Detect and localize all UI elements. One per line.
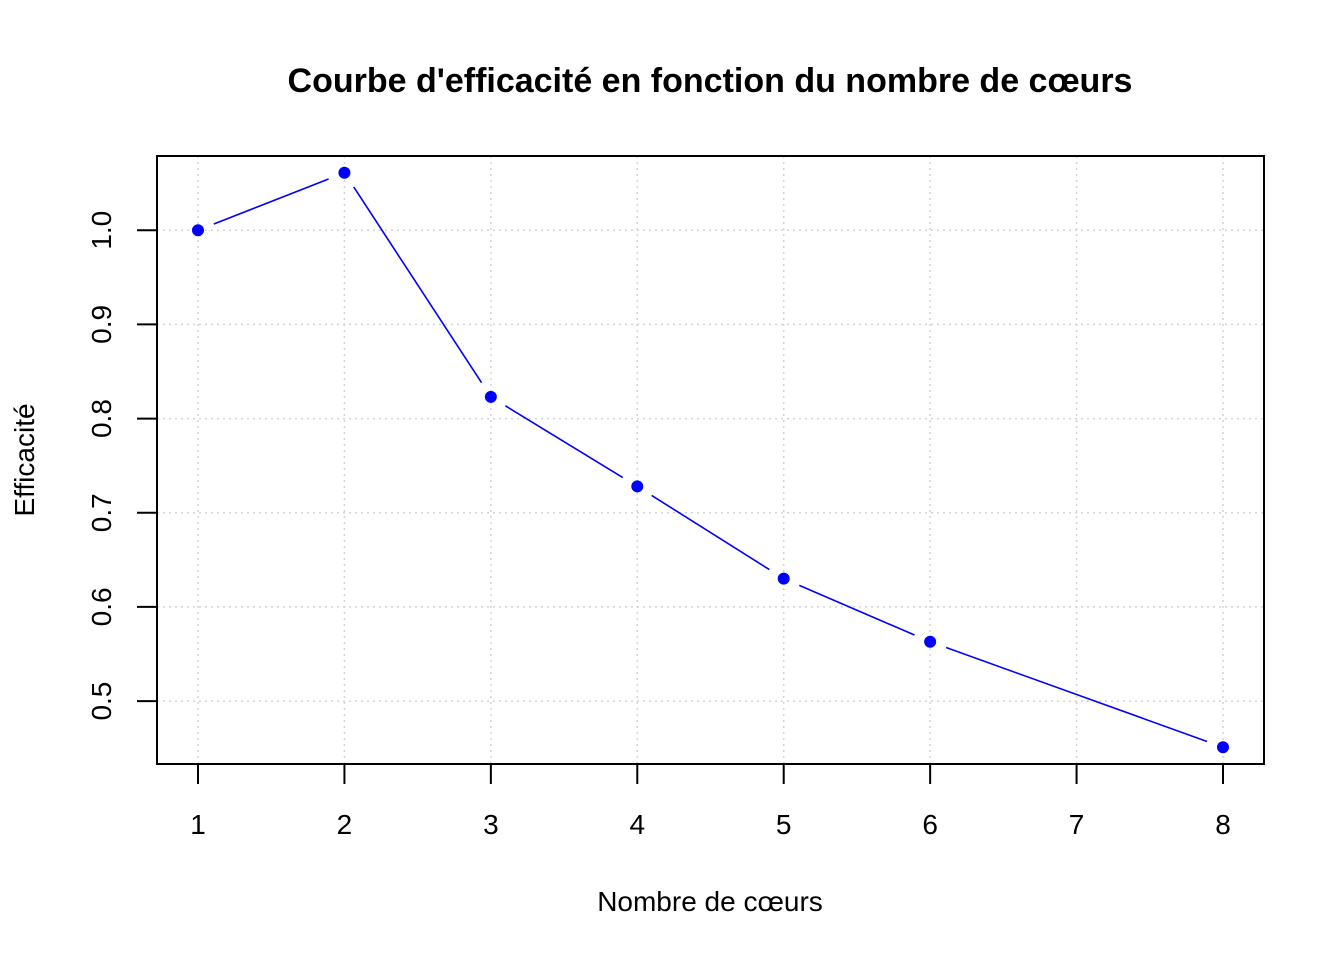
y-tick-label: 0.9 bbox=[86, 305, 117, 344]
x-tick-label: 1 bbox=[190, 809, 206, 840]
y-axis-label: Efficacité bbox=[9, 403, 40, 516]
data-point bbox=[924, 635, 937, 648]
x-tick-label: 6 bbox=[922, 809, 938, 840]
series-line-segment bbox=[945, 646, 1208, 743]
y-tick-label: 0.5 bbox=[86, 682, 117, 721]
series-line-segment bbox=[799, 584, 915, 636]
x-axis: 1 2 3 4 5 6 7 8 bbox=[190, 764, 1231, 840]
plot-frame bbox=[156, 155, 1265, 765]
series-line-segment bbox=[353, 186, 483, 384]
data-point bbox=[1217, 741, 1229, 754]
data-point bbox=[631, 480, 644, 493]
series-efficacite bbox=[192, 166, 1229, 754]
x-tick-label: 7 bbox=[1069, 809, 1085, 840]
x-axis-label: Nombre de cœurs bbox=[597, 886, 823, 917]
x-tick-label: 5 bbox=[776, 809, 792, 840]
chart-title: Courbe d'efficacité en fonction du nombr… bbox=[288, 62, 1133, 100]
y-tick-label: 0.7 bbox=[86, 493, 117, 532]
x-tick-label: 4 bbox=[629, 809, 645, 840]
series-line-segment bbox=[651, 494, 770, 571]
series-line-segment bbox=[213, 178, 329, 225]
y-tick-label: 0.6 bbox=[86, 587, 117, 626]
data-point bbox=[484, 390, 497, 403]
y-tick-label: 1.0 bbox=[86, 211, 117, 250]
data-point bbox=[777, 572, 790, 585]
x-tick-label: 2 bbox=[337, 809, 353, 840]
data-point bbox=[192, 224, 204, 237]
y-axis: 0.5 0.6 0.7 0.8 0.9 1.0 bbox=[86, 211, 157, 721]
series-line-segment bbox=[504, 405, 624, 479]
y-tick-label: 0.8 bbox=[86, 399, 117, 438]
x-tick-label: 8 bbox=[1215, 809, 1231, 840]
data-point bbox=[338, 166, 351, 179]
x-tick-label: 3 bbox=[483, 809, 499, 840]
grid bbox=[157, 156, 1264, 764]
